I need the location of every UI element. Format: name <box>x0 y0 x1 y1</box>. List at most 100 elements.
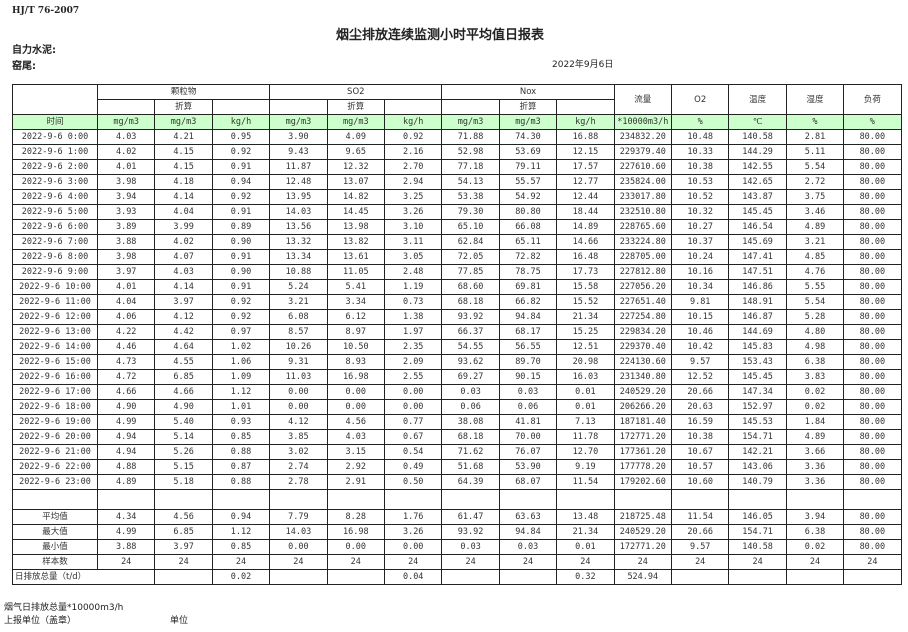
stats-value: 61.47 <box>441 509 500 525</box>
value-cell: 233017.80 <box>613 189 673 205</box>
value-cell: 2.09 <box>383 354 443 370</box>
value-cell: 4.64 <box>154 339 213 355</box>
time-cell: 2022-9-6 6:00 <box>12 219 98 235</box>
value-cell: 13.95 <box>269 189 328 205</box>
table-row: 2022-9-6 21:00 4.94 5.26 0.88 3.02 3.15 0.54 71… <box>12 444 902 460</box>
time-cell: 2022-9-6 20:00 <box>12 429 98 445</box>
header-blank <box>383 99 443 115</box>
value-cell: 9.31 <box>269 354 328 370</box>
time-cell: 2022-9-6 3:00 <box>12 174 98 190</box>
value-cell: 80.00 <box>843 324 902 340</box>
value-cell: 3.26 <box>383 204 443 220</box>
stats-value: 24 <box>613 554 673 570</box>
value-cell: 0.00 <box>269 399 328 415</box>
value-cell: 9.43 <box>269 144 328 160</box>
value-cell: 0.92 <box>211 189 271 205</box>
value-cell: 66.08 <box>498 219 558 235</box>
table-row: 2022-9-6 8:00 3.98 4.07 0.91 13.34 13.61 3.05 7… <box>12 249 902 265</box>
value-cell: 227254.80 <box>613 309 673 325</box>
value-cell: 3.85 <box>269 429 328 445</box>
value-cell: 3.10 <box>383 219 443 235</box>
stats-value: 6.38 <box>785 524 845 540</box>
time-cell: 2022-9-6 19:00 <box>12 414 98 430</box>
value-cell: 2.72 <box>785 174 845 190</box>
value-cell: 6.85 <box>154 369 213 385</box>
page-title: 烟尘排放连续监测小时平均值日报表 <box>335 28 544 43</box>
value-cell: 4.07 <box>154 249 213 265</box>
value-cell: 53.38 <box>441 189 500 205</box>
stats-value: 0.01 <box>556 539 615 555</box>
time-cell: 2022-9-6 16:00 <box>12 369 98 385</box>
blank-cell <box>613 489 673 510</box>
stats-value: 140.58 <box>728 539 787 555</box>
table-row: 2022-9-6 23:00 4.89 5.18 0.88 2.78 2.91 0.50 64… <box>12 474 902 490</box>
value-cell: 2.78 <box>269 474 328 490</box>
stats-value: 80.00 <box>843 509 902 525</box>
value-cell: 0.92 <box>211 294 271 310</box>
stats-value: 9.57 <box>670 539 730 555</box>
value-cell: 5.11 <box>785 144 845 160</box>
stats-row: 样本数 24 24 24 24 24 24 24 24 24 24 24 24 24 24 <box>12 554 902 570</box>
value-cell: 1.09 <box>211 369 271 385</box>
value-cell: 0.91 <box>211 279 271 295</box>
stats-value: 24 <box>728 554 787 570</box>
blank-cell <box>211 489 271 510</box>
value-cell: 16.03 <box>556 369 615 385</box>
value-cell: 80.00 <box>843 204 902 220</box>
value-cell: 20.98 <box>556 354 615 370</box>
table-row: 2022-9-6 14:00 4.46 4.64 1.02 10.26 10.50 2.35… <box>12 339 902 355</box>
company-label: 自力水泥: <box>12 45 56 56</box>
value-cell: 13.34 <box>269 249 328 265</box>
value-cell: 10.15 <box>670 309 730 325</box>
daily-total-label: 日排放总量（t/d） <box>11 569 156 585</box>
value-cell: 10.57 <box>670 459 730 475</box>
time-cell: 2022-9-6 8:00 <box>12 249 98 265</box>
daily-total-cell <box>498 569 558 585</box>
value-cell: 68.60 <box>441 279 500 295</box>
value-cell: 0.92 <box>211 309 271 325</box>
unit-label: 单位 <box>170 616 189 626</box>
value-cell: 140.58 <box>728 129 787 145</box>
value-cell: 76.07 <box>498 444 558 460</box>
value-cell: 4.89 <box>96 474 156 490</box>
value-cell: 145.45 <box>728 369 787 385</box>
table-row: 2022-9-6 2:00 4.01 4.15 0.91 11.87 12.32 2.70 7… <box>12 159 902 175</box>
value-cell: 80.00 <box>843 354 902 370</box>
daily-total-cell <box>843 569 902 585</box>
value-cell: 147.34 <box>728 384 787 400</box>
value-cell: 17.57 <box>556 159 615 175</box>
value-cell: 146.87 <box>728 309 787 325</box>
value-cell: 145.83 <box>728 339 787 355</box>
blank-cell <box>12 489 98 510</box>
value-cell: 54.13 <box>441 174 500 190</box>
value-cell: 187181.40 <box>613 414 673 430</box>
value-cell: 0.01 <box>556 399 615 415</box>
stats-value: 24 <box>383 554 443 570</box>
table-row: 2022-9-6 11:00 4.04 3.97 0.92 3.21 3.34 0.73 68… <box>12 294 902 310</box>
value-cell: 142.65 <box>728 174 787 190</box>
value-cell: 16.59 <box>670 414 730 430</box>
header-row-units: 时间 mg/m3 mg/m3 kg/h mg/m3 mg/m3 kg/h mg/m3 mg/m3… <box>12 114 902 130</box>
header-row-groups: 颗粒物 SO2 Nox 流量 O2 温度 湿度 负荷 <box>12 84 902 115</box>
stats-label: 最大值 <box>12 524 98 540</box>
value-cell: 80.00 <box>843 384 902 400</box>
time-header: 时间 <box>12 114 98 130</box>
blank-cell <box>785 489 845 510</box>
value-cell: 0.85 <box>211 429 271 445</box>
value-cell: 0.92 <box>383 129 443 145</box>
value-cell: 3.75 <box>785 189 845 205</box>
blank-cell <box>728 489 787 510</box>
value-cell: 4.76 <box>785 264 845 280</box>
table-row: 2022-9-6 12:00 4.06 4.12 0.92 6.08 6.12 1.38 93… <box>12 309 902 325</box>
time-cell: 2022-9-6 18:00 <box>12 399 98 415</box>
column-header: 流量 <box>613 84 673 115</box>
value-cell: 5.26 <box>154 444 213 460</box>
stats-value: 4.34 <box>96 509 156 525</box>
value-cell: 229370.40 <box>613 339 673 355</box>
stats-value: 0.94 <box>211 509 271 525</box>
unit-header: kg/h <box>556 114 615 130</box>
value-cell: 80.00 <box>843 279 902 295</box>
value-cell: 13.61 <box>326 249 385 265</box>
value-cell: 3.98 <box>96 174 156 190</box>
value-cell: 6.38 <box>785 354 845 370</box>
